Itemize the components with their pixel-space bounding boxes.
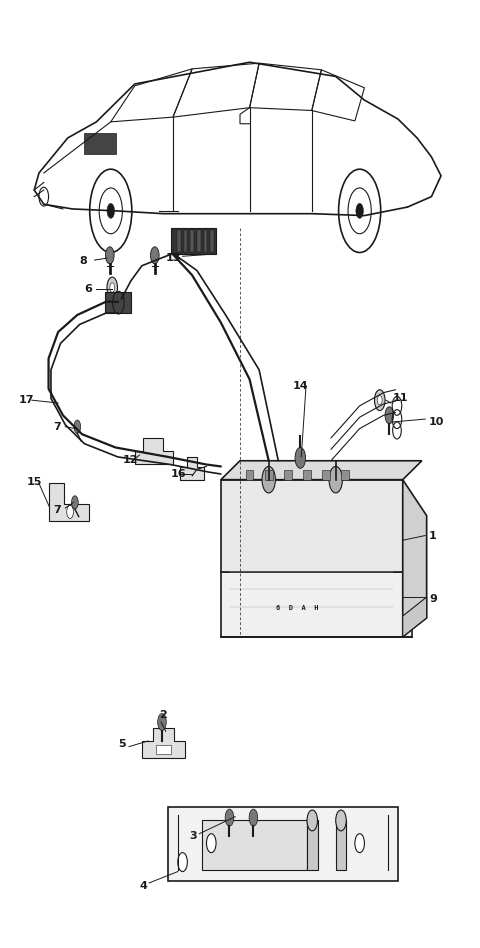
- Text: 16: 16: [170, 469, 186, 479]
- Bar: [246, 470, 253, 480]
- Polygon shape: [221, 461, 422, 480]
- Bar: [303, 470, 311, 480]
- Bar: [177, 229, 180, 252]
- Circle shape: [356, 203, 363, 218]
- Bar: [197, 229, 201, 252]
- Text: 9: 9: [429, 594, 437, 604]
- Circle shape: [151, 246, 159, 264]
- Text: 2: 2: [158, 710, 167, 720]
- Polygon shape: [403, 480, 427, 637]
- Text: 5: 5: [118, 738, 126, 749]
- Circle shape: [107, 203, 115, 218]
- Bar: [84, 134, 116, 154]
- Bar: [307, 820, 318, 869]
- Text: 10: 10: [429, 417, 444, 427]
- Circle shape: [336, 810, 346, 830]
- Text: 13: 13: [166, 253, 181, 264]
- Bar: [265, 470, 273, 480]
- Circle shape: [110, 283, 115, 292]
- Circle shape: [157, 714, 166, 731]
- Text: 11: 11: [393, 393, 408, 403]
- Bar: [105, 292, 132, 313]
- Bar: [323, 470, 330, 480]
- Polygon shape: [142, 728, 185, 758]
- Text: 6: 6: [84, 284, 92, 295]
- Polygon shape: [403, 597, 427, 637]
- Circle shape: [307, 810, 318, 830]
- Circle shape: [67, 505, 73, 519]
- Polygon shape: [180, 457, 204, 480]
- Text: 12: 12: [123, 455, 138, 465]
- Polygon shape: [168, 807, 398, 881]
- Bar: [221, 480, 403, 573]
- Text: 1: 1: [429, 531, 437, 540]
- Text: 15: 15: [27, 477, 42, 486]
- Circle shape: [74, 420, 81, 433]
- Circle shape: [329, 466, 342, 493]
- Polygon shape: [48, 483, 89, 521]
- Bar: [190, 229, 194, 252]
- Circle shape: [377, 395, 382, 405]
- Bar: [336, 820, 346, 869]
- Circle shape: [295, 447, 306, 468]
- Circle shape: [249, 809, 258, 826]
- Text: 3: 3: [190, 830, 197, 841]
- Bar: [170, 228, 216, 254]
- Text: 17: 17: [19, 395, 35, 405]
- Circle shape: [355, 833, 364, 852]
- Circle shape: [374, 390, 385, 410]
- Bar: [202, 820, 307, 869]
- Bar: [204, 229, 207, 252]
- Bar: [210, 229, 214, 252]
- Text: 7: 7: [53, 505, 61, 515]
- Circle shape: [106, 246, 114, 264]
- Circle shape: [206, 833, 216, 852]
- Text: 8: 8: [80, 256, 87, 266]
- Circle shape: [107, 277, 118, 298]
- Circle shape: [262, 466, 276, 493]
- Circle shape: [225, 809, 234, 826]
- Circle shape: [385, 407, 394, 424]
- Bar: [341, 470, 349, 480]
- Circle shape: [72, 496, 78, 509]
- Bar: [221, 573, 412, 637]
- Bar: [284, 470, 292, 480]
- Text: 4: 4: [140, 881, 147, 891]
- Text: 6  D  A  H: 6 D A H: [276, 606, 319, 611]
- Bar: [156, 745, 170, 755]
- Text: 14: 14: [293, 381, 308, 391]
- Text: 7: 7: [53, 422, 61, 431]
- Circle shape: [178, 852, 187, 871]
- Polygon shape: [135, 438, 173, 464]
- Bar: [183, 229, 187, 252]
